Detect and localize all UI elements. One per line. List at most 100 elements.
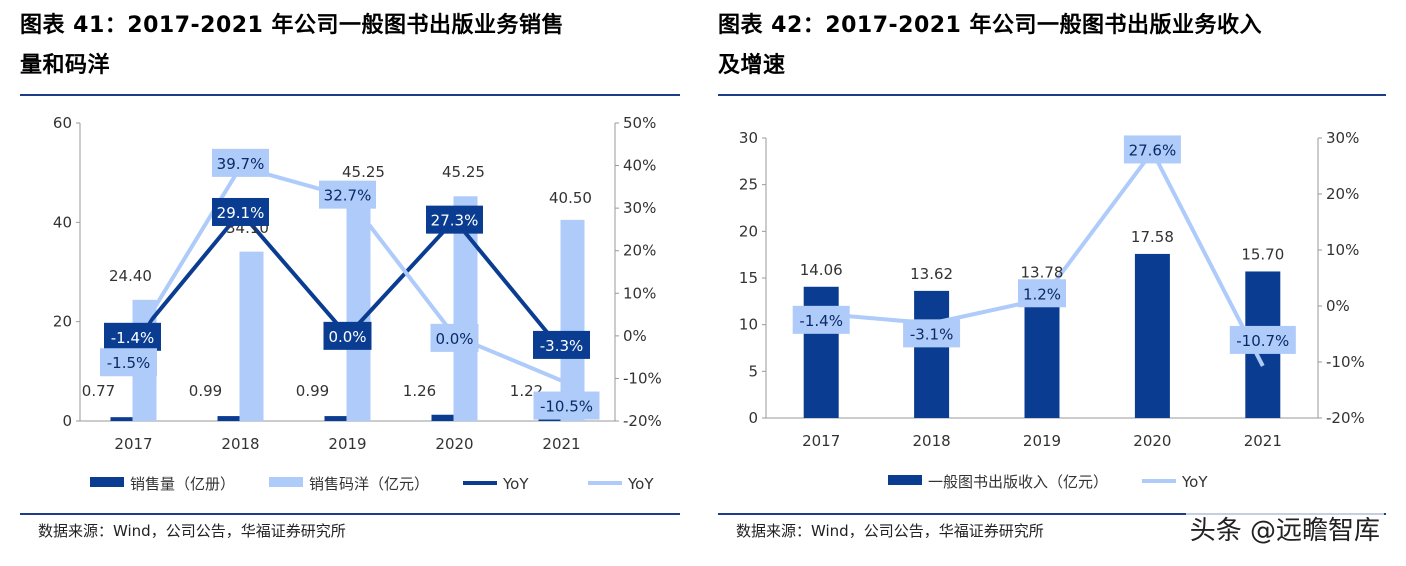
bar: [914, 290, 950, 418]
bar: [239, 251, 264, 421]
line-data-label: -3.3%: [540, 337, 584, 355]
line-data-label-box: [903, 319, 961, 348]
bar: [1024, 289, 1060, 418]
source-rule: [20, 513, 680, 515]
bar-data-label: 17.58: [1131, 228, 1174, 246]
x-tick-label: 2020: [435, 435, 473, 453]
left-tick-label: 0: [748, 409, 758, 427]
line-data-label-box: [533, 391, 600, 420]
left-tick-label: 60: [53, 114, 72, 132]
right-tick-label: -10%: [1326, 353, 1365, 371]
right-tick-label: 30%: [623, 199, 656, 217]
line-data-label-box: [430, 323, 479, 352]
bar-data-label: 45.25: [342, 163, 385, 181]
right-tick-label: 20%: [1326, 185, 1359, 203]
legend-swatch: [269, 477, 303, 487]
line-data-label-box: [1229, 325, 1296, 354]
bar-data-label: 45.25: [442, 163, 485, 181]
title-line-1: 图表 42：2017-2021 年公司一般图书出版业务收入: [718, 13, 1263, 38]
bar: [560, 219, 585, 421]
right-tick-label: 50%: [623, 114, 656, 132]
line-data-label: 0.0%: [328, 328, 366, 346]
bar-data-label: 13.62: [910, 265, 953, 283]
title-line-2: 及增速: [718, 53, 786, 78]
bar-data-label: 0.77: [82, 382, 115, 400]
line-data-label: -1.5%: [107, 354, 151, 372]
left-tick-label: 25: [739, 176, 758, 194]
line-data-label-box: [104, 322, 161, 351]
bar: [1134, 253, 1170, 418]
left-tick-label: 20: [53, 313, 72, 331]
line-data-label: -3.1%: [910, 325, 954, 343]
right-panel: 图表 42：2017-2021 年公司一般图书出版业务收入 及增速 0 5 10 15…: [718, 0, 1386, 566]
bar-data-label: 14.06: [800, 261, 843, 279]
right-tick-label: -20%: [1326, 409, 1365, 427]
x-tick-label: 2021: [1244, 432, 1282, 450]
left-tick-label: 20: [739, 222, 758, 240]
line-data-label-box: [426, 205, 483, 234]
bar: [110, 417, 135, 421]
bar: [431, 414, 456, 421]
left-tick-label: 30: [739, 129, 758, 147]
x-tick-label: 2020: [1133, 432, 1171, 450]
line-data-label-box: [1018, 279, 1066, 308]
source-rule: [718, 513, 1386, 515]
chart-title: 图表 41：2017-2021 年公司一般图书出版业务销售 量和码洋: [20, 6, 680, 86]
title-line-1: 图表 41：2017-2021 年公司一般图书出版业务销售: [20, 13, 565, 38]
chart-title: 图表 42：2017-2021 年公司一般图书出版业务收入 及增速: [718, 6, 1386, 86]
line-data-label: 32.7%: [324, 187, 372, 205]
right-tick-label: 30%: [1326, 129, 1359, 147]
line-data-label-box: [533, 330, 590, 359]
line-data-label-box: [100, 348, 157, 377]
bar: [324, 416, 349, 421]
line-data-label: 39.7%: [217, 155, 265, 173]
bar-data-label: 1.26: [403, 382, 436, 400]
bar: [346, 196, 371, 421]
title-line-2: 量和码洋: [20, 53, 111, 78]
left-tick-label: 15: [739, 269, 758, 287]
x-tick-label: 2018: [221, 435, 259, 453]
bar-data-label: 40.50: [549, 189, 592, 207]
right-tick-label: -20%: [623, 412, 662, 430]
data-source: 数据来源：Wind，公司公告，华福证券研究所: [38, 522, 346, 540]
title-rule: [718, 94, 1386, 96]
line-data-label-box: [212, 197, 269, 226]
right-tick-label: 40%: [623, 157, 656, 175]
x-tick-label: 2017: [802, 432, 840, 450]
line-data-label-box: [323, 321, 372, 350]
x-tick-label: 2019: [328, 435, 366, 453]
line-data-label: 29.1%: [217, 204, 265, 222]
bar-data-label: 0.99: [189, 382, 222, 400]
line-data-label-box: [212, 148, 269, 177]
right-tick-label: 20%: [623, 242, 656, 260]
line-data-label: -10.5%: [540, 398, 593, 416]
line-data-label: -1.4%: [111, 329, 155, 347]
x-tick-label: 2019: [1023, 432, 1061, 450]
line-data-label: 27.6%: [1129, 141, 1177, 159]
right-tick-label: -10%: [623, 369, 662, 387]
title-rule: [20, 94, 680, 96]
sales-volume-chart: 0 20 40 60 -20% -10% 0% 10% 20% 30% 40% 50% 2017 2018…: [53, 114, 662, 493]
line-data-label: 27.3%: [431, 212, 479, 230]
legend-label: YoY: [1181, 473, 1208, 491]
right-tick-label: 0%: [1326, 297, 1350, 315]
line-data-label: -10.7%: [1236, 332, 1289, 350]
right-tick-label: 0%: [623, 327, 647, 345]
left-tick-label: 5: [748, 362, 758, 380]
legend-swatch: [90, 477, 124, 487]
left-tick-label: 40: [53, 213, 72, 231]
legend-label: 一般图书出版收入（亿元）: [928, 473, 1108, 491]
left-panel: 图表 41：2017-2021 年公司一般图书出版业务销售 量和码洋 0 20 40…: [20, 0, 680, 566]
line-data-label-box: [792, 305, 850, 334]
bar-data-label: 24.40: [109, 267, 152, 285]
legend-label: YoY: [502, 475, 529, 493]
legend-swatch: [888, 475, 922, 485]
x-tick-label: 2017: [114, 435, 152, 453]
right-tick-label: 10%: [1326, 241, 1359, 259]
line-data-label-box: [319, 180, 376, 209]
line-data-label: -1.4%: [799, 312, 843, 330]
x-tick-label: 2021: [542, 435, 580, 453]
revenue-chart: 0 5 10 15 20 25 30 -20% -10% 0% 10% 20% 30% 2017 2018 2…: [739, 129, 1365, 491]
left-tick-label: 10: [739, 316, 758, 334]
watermark: 头条 @远瞻智库: [1185, 510, 1384, 547]
